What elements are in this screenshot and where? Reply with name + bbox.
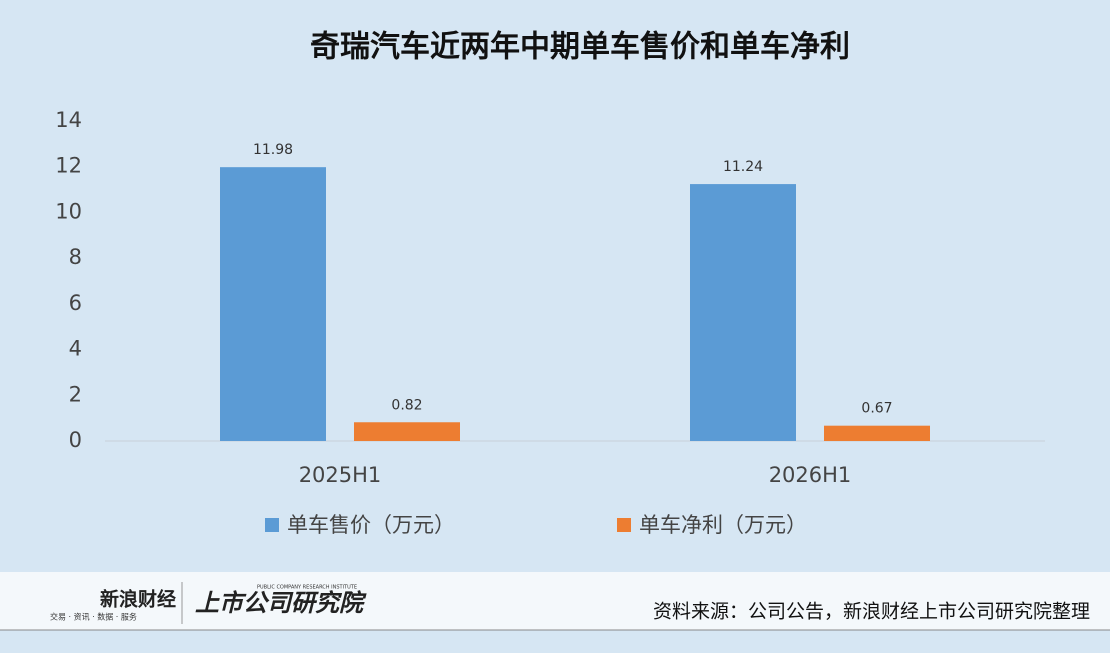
bar [690, 184, 796, 442]
y-tick-label: 8 [69, 245, 82, 269]
bar [354, 422, 460, 441]
logo-sina-sub: 交易 · 资讯 · 数据 · 服务 [50, 612, 137, 622]
legend-swatch [617, 518, 631, 532]
y-tick-label: 12 [55, 154, 82, 178]
y-tick-label: 14 [55, 108, 82, 132]
logo-sina: 新浪财经 [100, 588, 176, 611]
bar [824, 425, 930, 441]
chart-title: 奇瑞汽车近两年中期单车售价和单车净利 [310, 30, 850, 65]
x-tick-label: 2026H1 [769, 463, 852, 487]
footer-background [0, 572, 1110, 630]
x-tick-label: 2025H1 [299, 463, 382, 487]
y-tick-label: 0 [69, 428, 82, 452]
source-note: 资料来源：公司公告，新浪财经上市公司研究院整理 [653, 601, 1090, 623]
logo-institute-sub: PUBLIC COMPANY RESEARCH INSTITUTE [257, 585, 357, 591]
legend-label: 单车净利（万元） [639, 513, 807, 537]
logo-institute: 上市公司研究院 [195, 589, 367, 617]
y-tick-label: 4 [69, 337, 82, 361]
value-label: 0.67 [861, 401, 892, 417]
y-tick-label: 10 [55, 199, 82, 223]
value-label: 11.98 [253, 142, 293, 158]
bar [220, 167, 326, 441]
value-label: 0.82 [391, 397, 422, 413]
y-tick-label: 6 [69, 291, 82, 315]
value-label: 11.24 [723, 159, 763, 175]
legend-label: 单车售价（万元） [287, 513, 455, 537]
y-tick-label: 2 [69, 382, 82, 406]
legend-swatch [265, 518, 279, 532]
